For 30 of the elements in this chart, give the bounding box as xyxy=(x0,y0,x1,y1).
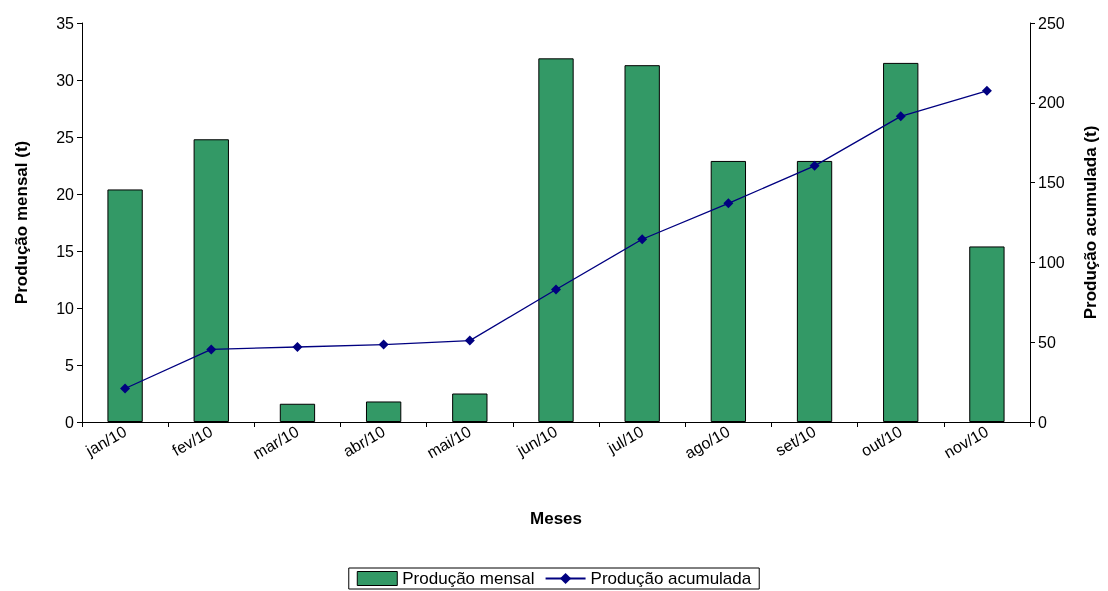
y2-tick-label: 150 xyxy=(1038,174,1065,192)
point xyxy=(464,335,475,346)
y2-tick-label: 200 xyxy=(1038,94,1065,112)
y-tick-label: 30 xyxy=(56,71,75,89)
point xyxy=(551,284,561,295)
y-tick-label: 20 xyxy=(56,185,75,203)
point xyxy=(378,339,389,350)
y2-tick-label: 100 xyxy=(1038,253,1065,271)
y-tick-label: 10 xyxy=(56,299,75,317)
y-axis-title: Produção mensal (t) xyxy=(12,140,31,305)
point xyxy=(120,383,131,394)
point xyxy=(723,198,734,209)
point xyxy=(637,234,648,245)
x-axis-title: Meses xyxy=(530,509,582,528)
y2-tick-label: 0 xyxy=(1038,413,1047,431)
y-tick-label: 0 xyxy=(65,413,75,431)
legend-label: Produção mensal xyxy=(402,569,535,588)
y2-tick-label: 250 xyxy=(1038,14,1065,32)
y-tick-label: 5 xyxy=(65,356,75,374)
point xyxy=(809,160,820,171)
y2-axis-title: Produção acumulada (t) xyxy=(1081,125,1100,320)
y-tick-label: 35 xyxy=(56,14,75,32)
y-tick-label: 25 xyxy=(56,128,75,146)
y-tick-label: 15 xyxy=(56,242,75,260)
point xyxy=(981,85,992,96)
legend-label: Produção acumulada xyxy=(590,569,752,588)
point xyxy=(292,341,303,352)
point xyxy=(206,344,217,355)
y2-tick-label: 50 xyxy=(1038,333,1056,351)
point xyxy=(895,111,906,122)
